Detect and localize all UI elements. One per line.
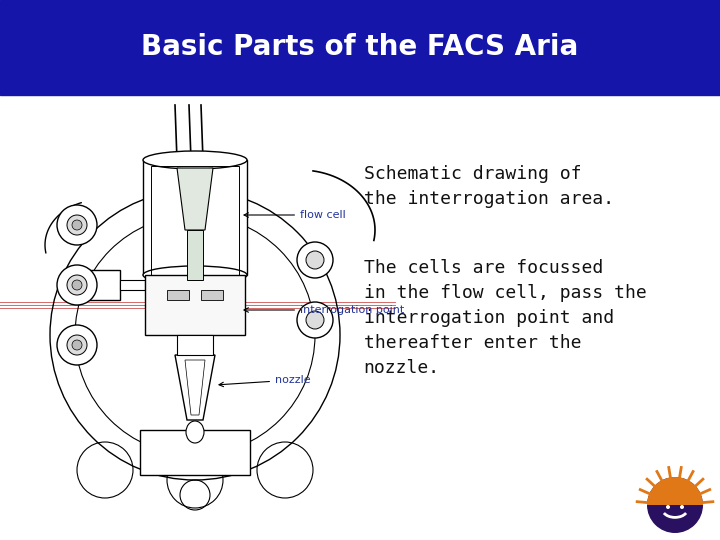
Bar <box>151 166 239 277</box>
Circle shape <box>306 311 324 329</box>
Bar <box>0 0 720 94</box>
Bar <box>140 430 250 475</box>
Circle shape <box>67 275 87 295</box>
Circle shape <box>57 265 97 305</box>
Bar <box>167 290 189 300</box>
Bar <box>187 230 203 280</box>
Wedge shape <box>647 477 703 505</box>
Bar <box>145 275 245 335</box>
Circle shape <box>57 205 97 245</box>
Bar <box>201 290 223 300</box>
Circle shape <box>297 242 333 278</box>
Circle shape <box>72 280 82 290</box>
Circle shape <box>647 477 703 533</box>
Ellipse shape <box>143 266 247 284</box>
Bar <box>143 160 247 275</box>
Text: interrogation point: interrogation point <box>244 305 404 315</box>
Polygon shape <box>175 355 215 420</box>
Text: The cells are focussed
in the flow cell, pass the
interrogation point and
therea: The cells are focussed in the flow cell,… <box>364 259 647 377</box>
Bar <box>80 270 120 300</box>
Circle shape <box>666 505 670 509</box>
Circle shape <box>297 302 333 338</box>
Circle shape <box>67 215 87 235</box>
Text: nozzle: nozzle <box>219 375 310 387</box>
Circle shape <box>306 251 324 269</box>
Ellipse shape <box>186 421 204 443</box>
Ellipse shape <box>143 151 247 169</box>
Circle shape <box>72 220 82 230</box>
Text: Schematic drawing of
the interrogation area.: Schematic drawing of the interrogation a… <box>364 165 613 208</box>
Circle shape <box>67 335 87 355</box>
Polygon shape <box>177 168 213 230</box>
Circle shape <box>680 505 684 509</box>
Text: flow cell: flow cell <box>244 210 346 220</box>
Text: Basic Parts of the FACS Aria: Basic Parts of the FACS Aria <box>141 33 579 61</box>
Circle shape <box>57 325 97 365</box>
Circle shape <box>72 340 82 350</box>
Bar <box>177 335 213 355</box>
Bar <box>120 280 145 290</box>
